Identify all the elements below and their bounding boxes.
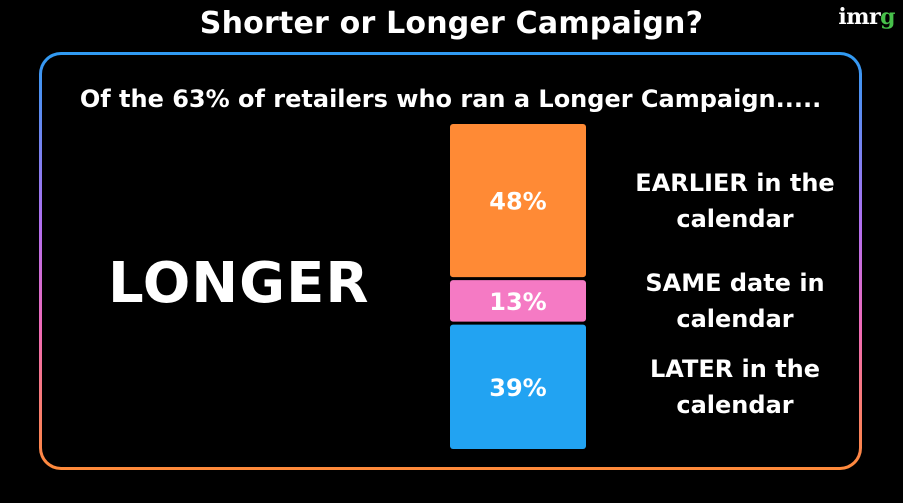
bar-segment-1 <box>450 124 586 278</box>
panel-subtitle: Of the 63% of retailers who ran a Longer… <box>79 85 822 113</box>
legend-line-1: EARLIER in the <box>635 168 835 197</box>
data-label-3: 39% <box>489 374 546 402</box>
logo-text-accent: g <box>880 4 895 30</box>
data-label-2: 13% <box>489 288 546 316</box>
logo-text-main: imr <box>838 4 881 30</box>
legend-line-2: calendar <box>676 304 794 333</box>
bar-segment-2 <box>450 280 586 322</box>
legend-line-1: LATER in the <box>649 354 821 383</box>
legend-entry-2: SAME date in calendar <box>610 265 860 337</box>
legend-entry-1: EARLIER in the calendar <box>610 165 860 237</box>
legend-line-2: calendar <box>676 390 794 419</box>
legend-line-2: calendar <box>676 204 794 233</box>
slide-title: Shorter or Longer Campaign? <box>199 6 704 41</box>
legend-entry-3: LATER in the calendar <box>610 351 860 423</box>
category-label: LONGER <box>108 251 370 316</box>
data-label-1: 48% <box>489 188 546 216</box>
legend-line-1: SAME date in <box>645 268 825 297</box>
imrg-logo: imrg <box>838 4 895 30</box>
bar-segment-3 <box>450 324 586 449</box>
